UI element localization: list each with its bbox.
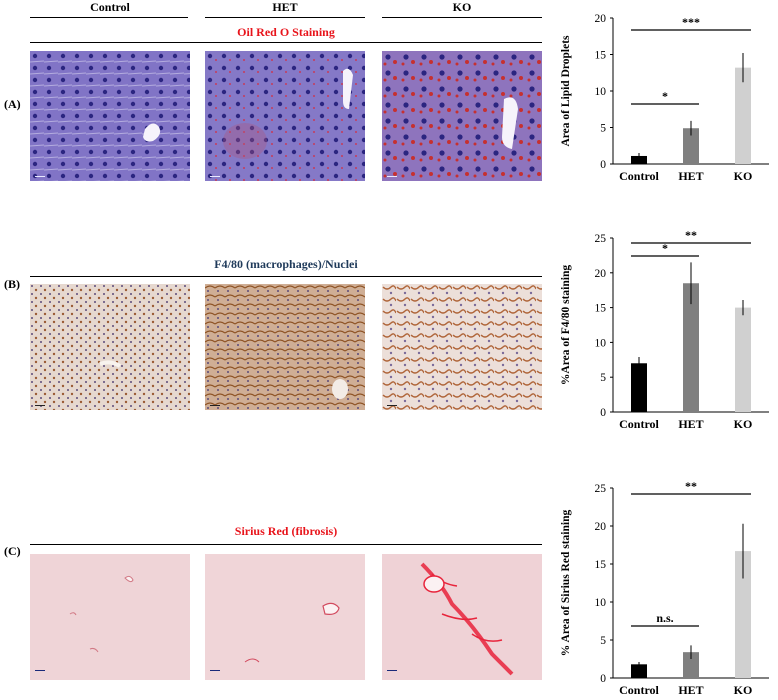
y-axis-label: % Area of Sirius Red staining <box>560 510 572 657</box>
panel-c-label: (C) <box>4 544 21 558</box>
x-tick-label-control: Control <box>619 683 659 697</box>
x-tick-label-ko: KO <box>734 169 753 183</box>
bar-ko <box>735 67 751 164</box>
significance-label: ** <box>685 228 697 242</box>
y-axis-label: Area of Lipid Droplets <box>560 35 572 147</box>
panel-c-title-underline <box>30 544 542 545</box>
significance-label: ** <box>685 479 697 493</box>
micrograph-sirius-het <box>205 554 365 680</box>
micrograph-sirius-control-texture <box>30 554 190 680</box>
y-tick-label: 5 <box>600 635 606 647</box>
micrograph-f480-ko-texture <box>382 284 542 410</box>
scalebar-c-het <box>210 670 220 671</box>
y-tick-label: 20 <box>595 13 607 25</box>
panel-c-stain-title: Sirius Red (fibrosis) <box>234 524 338 538</box>
bar-het <box>683 283 699 412</box>
bar-control <box>631 664 647 678</box>
micrograph-f480-het <box>205 284 365 410</box>
x-tick-label-het: HET <box>678 683 703 697</box>
y-tick-label: 5 <box>600 123 606 135</box>
x-tick-label-ko: KO <box>734 417 753 431</box>
x-tick-label-ko: KO <box>734 683 753 697</box>
y-tick-label: 20 <box>595 521 607 533</box>
x-tick-label-het: HET <box>678 417 703 431</box>
y-tick-label: 15 <box>595 50 607 62</box>
micrograph-oil-red-het-texture <box>205 51 365 181</box>
significance-label: * <box>662 241 668 255</box>
y-tick-label: 20 <box>595 268 607 280</box>
panel-a-label: (A) <box>4 97 21 111</box>
significance-label: *** <box>682 15 700 29</box>
micrograph-f480-ko <box>382 284 542 410</box>
panel-a-title-underline <box>30 42 542 43</box>
y-axis-label: %Area of F4/80 staining <box>560 265 572 385</box>
scalebar-a-control <box>35 176 45 177</box>
micrograph-f480-control-texture <box>30 284 190 410</box>
scalebar-b-het <box>210 405 220 406</box>
bar-het <box>683 128 699 164</box>
y-tick-label: 0 <box>600 407 606 419</box>
micrograph-sirius-ko <box>382 554 542 680</box>
micrograph-sirius-het-texture <box>205 554 365 680</box>
micrograph-f480-het-texture <box>205 284 365 410</box>
bar-het <box>683 652 699 678</box>
scalebar-a-ko <box>387 176 397 177</box>
micrograph-oil-red-control-texture <box>30 51 190 181</box>
bar-chart-lipid-droplets: Area of Lipid Droplets 0 5 10 15 20 Control HET… <box>560 13 769 183</box>
y-tick-label: 5 <box>600 372 606 384</box>
bar-ko <box>735 551 751 678</box>
micrograph-sirius-ko-texture <box>382 554 542 680</box>
column-header-control: Control <box>90 0 130 14</box>
bar-chart-f480: %Area of F4/80 staining 0 5 10 15 20 25 Control… <box>560 228 769 431</box>
significance-label: n.s. <box>656 611 673 625</box>
bar-ko <box>735 307 751 412</box>
panel-a-stain-title: Oil Red O Staining <box>237 25 335 39</box>
y-tick-label: 0 <box>600 673 606 685</box>
bar-control <box>631 363 647 412</box>
bar-chart-sirius-red: % Area of Sirius Red staining 0 5 10 15 20 25 C… <box>560 479 769 697</box>
micrograph-sirius-control <box>30 554 190 680</box>
column-header-underline-ko <box>382 17 542 18</box>
x-tick-label-het: HET <box>678 169 703 183</box>
x-tick-label-control: Control <box>619 169 659 183</box>
column-header-het: HET <box>272 0 298 14</box>
column-header-underline-control <box>30 17 188 18</box>
scalebar-c-control <box>35 670 45 671</box>
scalebar-b-control <box>35 405 45 406</box>
micrograph-oil-red-ko-texture <box>382 51 542 181</box>
y-tick-label: 10 <box>595 86 607 98</box>
micrograph-oil-red-control <box>30 51 190 181</box>
y-tick-label: 15 <box>595 303 607 315</box>
y-tick-label: 0 <box>600 159 606 171</box>
micrograph-f480-control <box>30 284 190 410</box>
micrograph-oil-red-het <box>205 51 365 181</box>
y-tick-label: 25 <box>595 233 607 245</box>
panel-b-label: (B) <box>4 277 20 291</box>
y-tick-label: 15 <box>595 559 607 571</box>
scalebar-a-het <box>210 176 220 177</box>
scalebar-c-ko <box>387 670 397 671</box>
scalebar-b-ko <box>387 405 397 406</box>
y-tick-label: 25 <box>595 483 607 495</box>
panel-b-stain-title: F4/80 (macrophages)/Nuclei <box>214 257 358 271</box>
significance-label: * <box>662 89 668 103</box>
bar-control <box>631 155 647 164</box>
y-tick-label: 10 <box>595 597 607 609</box>
column-header-underline-het <box>205 17 365 18</box>
y-tick-label: 10 <box>595 337 607 349</box>
column-header-ko: KO <box>452 0 472 14</box>
x-tick-label-control: Control <box>619 417 659 431</box>
micrograph-oil-red-ko <box>382 51 542 181</box>
panel-b-title-underline <box>30 276 542 277</box>
